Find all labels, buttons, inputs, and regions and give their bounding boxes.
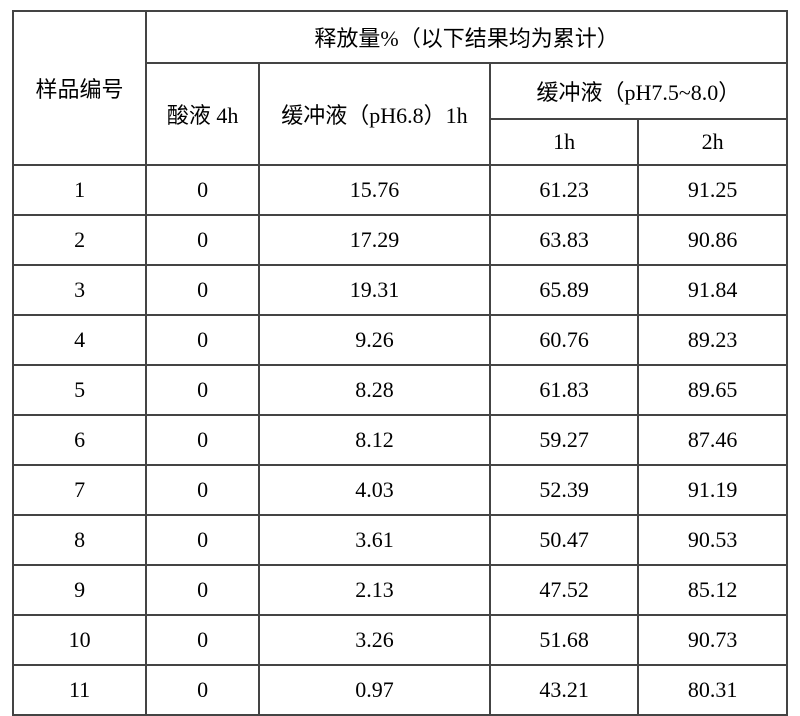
cell-buffer-ph68-1h: 17.29 <box>259 215 490 265</box>
cell-sample-no: 11 <box>13 665 146 715</box>
cell-sample-no: 7 <box>13 465 146 515</box>
cell-acid-4h: 0 <box>146 465 259 515</box>
table-row: 409.2660.7689.23 <box>13 315 787 365</box>
col-sub-1h: 1h <box>490 119 639 165</box>
table-row: 704.0352.3991.19 <box>13 465 787 515</box>
cell-buffer-ph75-2h: 91.19 <box>638 465 787 515</box>
cell-acid-4h: 0 <box>146 515 259 565</box>
cell-sample-no: 6 <box>13 415 146 465</box>
cell-buffer-ph68-1h: 9.26 <box>259 315 490 365</box>
table-row: 508.2861.8389.65 <box>13 365 787 415</box>
cell-buffer-ph75-2h: 91.25 <box>638 165 787 215</box>
cell-acid-4h: 0 <box>146 215 259 265</box>
cell-buffer-ph75-2h: 87.46 <box>638 415 787 465</box>
table-row: 3019.3165.8991.84 <box>13 265 787 315</box>
cell-buffer-ph75-1h: 47.52 <box>490 565 639 615</box>
cell-acid-4h: 0 <box>146 665 259 715</box>
cell-buffer-ph68-1h: 3.61 <box>259 515 490 565</box>
cell-buffer-ph75-1h: 65.89 <box>490 265 639 315</box>
col-sample-no: 样品编号 <box>13 11 146 165</box>
cell-buffer-ph75-2h: 85.12 <box>638 565 787 615</box>
cell-buffer-ph75-2h: 90.73 <box>638 615 787 665</box>
cell-acid-4h: 0 <box>146 265 259 315</box>
cell-buffer-ph68-1h: 2.13 <box>259 565 490 615</box>
cell-buffer-ph75-1h: 60.76 <box>490 315 639 365</box>
table-row: 1015.7661.2391.25 <box>13 165 787 215</box>
table-row: 608.1259.2787.46 <box>13 415 787 465</box>
cell-buffer-ph68-1h: 4.03 <box>259 465 490 515</box>
cell-buffer-ph75-1h: 43.21 <box>490 665 639 715</box>
table-row: 2017.2963.8390.86 <box>13 215 787 265</box>
cell-buffer-ph75-1h: 63.83 <box>490 215 639 265</box>
table-body: 1015.7661.2391.252017.2963.8390.863019.3… <box>13 165 787 715</box>
cell-buffer-ph75-1h: 61.23 <box>490 165 639 215</box>
col-acid-4h: 酸液 4h <box>146 63 259 165</box>
cell-buffer-ph75-1h: 61.83 <box>490 365 639 415</box>
cell-buffer-ph75-2h: 90.86 <box>638 215 787 265</box>
cell-acid-4h: 0 <box>146 165 259 215</box>
cell-buffer-ph75-2h: 91.84 <box>638 265 787 315</box>
cell-buffer-ph68-1h: 19.31 <box>259 265 490 315</box>
cell-sample-no: 4 <box>13 315 146 365</box>
cell-buffer-ph75-1h: 51.68 <box>490 615 639 665</box>
cell-buffer-ph68-1h: 8.28 <box>259 365 490 415</box>
cell-acid-4h: 0 <box>146 415 259 465</box>
cell-buffer-ph75-2h: 89.65 <box>638 365 787 415</box>
col-buffer-ph68-1h: 缓冲液（pH6.8）1h <box>259 63 490 165</box>
col-sub-2h: 2h <box>638 119 787 165</box>
cell-acid-4h: 0 <box>146 615 259 665</box>
cell-buffer-ph75-2h: 90.53 <box>638 515 787 565</box>
cell-buffer-ph68-1h: 3.26 <box>259 615 490 665</box>
col-release-title: 释放量%（以下结果均为累计） <box>146 11 787 63</box>
cell-buffer-ph75-2h: 89.23 <box>638 315 787 365</box>
cell-sample-no: 3 <box>13 265 146 315</box>
col-buffer-ph75-80: 缓冲液（pH7.5~8.0） <box>490 63 787 119</box>
cell-acid-4h: 0 <box>146 315 259 365</box>
table-row: 902.1347.5285.12 <box>13 565 787 615</box>
table-row: 803.6150.4790.53 <box>13 515 787 565</box>
cell-sample-no: 9 <box>13 565 146 615</box>
cell-buffer-ph68-1h: 8.12 <box>259 415 490 465</box>
cell-acid-4h: 0 <box>146 565 259 615</box>
cell-buffer-ph68-1h: 0.97 <box>259 665 490 715</box>
cell-buffer-ph75-1h: 50.47 <box>490 515 639 565</box>
cell-sample-no: 1 <box>13 165 146 215</box>
table-row: 1003.2651.6890.73 <box>13 615 787 665</box>
release-table: 样品编号 释放量%（以下结果均为累计） 酸液 4h 缓冲液（pH6.8）1h 缓… <box>12 10 788 716</box>
cell-acid-4h: 0 <box>146 365 259 415</box>
cell-sample-no: 5 <box>13 365 146 415</box>
cell-buffer-ph75-1h: 52.39 <box>490 465 639 515</box>
cell-buffer-ph75-1h: 59.27 <box>490 415 639 465</box>
cell-buffer-ph75-2h: 80.31 <box>638 665 787 715</box>
cell-sample-no: 10 <box>13 615 146 665</box>
cell-sample-no: 2 <box>13 215 146 265</box>
cell-buffer-ph68-1h: 15.76 <box>259 165 490 215</box>
cell-sample-no: 8 <box>13 515 146 565</box>
table-row: 1100.9743.2180.31 <box>13 665 787 715</box>
